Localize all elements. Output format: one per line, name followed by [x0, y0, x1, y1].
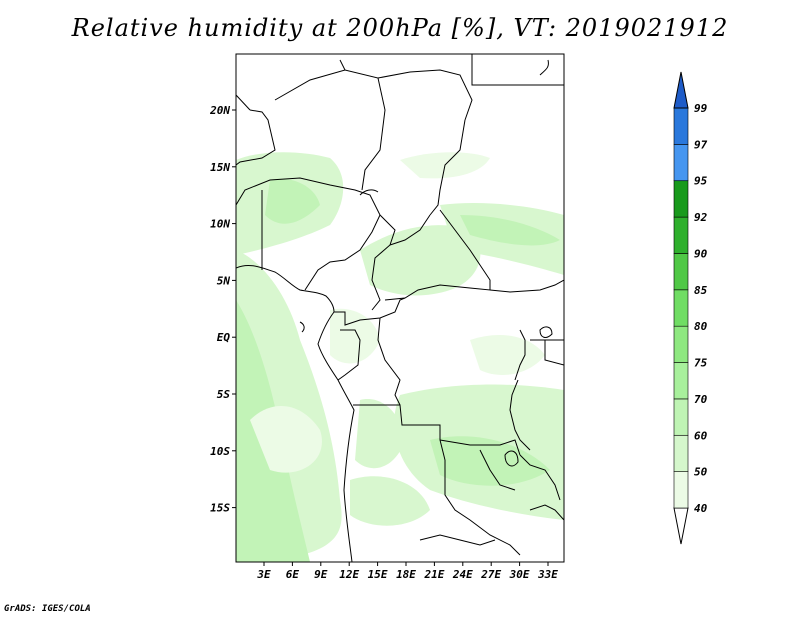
grads-credit: GrADS: IGES/COLA [4, 604, 91, 614]
colorbar-label: 50 [694, 466, 708, 479]
colorbar-label: 80 [694, 320, 708, 333]
colorbar-label: 60 [694, 429, 708, 442]
colorbar-band [673, 289, 689, 327]
colorbar-band [673, 144, 689, 182]
colorbar-band [673, 434, 689, 472]
colorbar-band [673, 325, 689, 363]
colorbar-label: 90 [694, 247, 708, 260]
lon-label: 21E [423, 568, 444, 581]
country-borders [236, 54, 564, 562]
colorbar-low-arrow [673, 507, 689, 545]
map-frame [235, 53, 565, 563]
longitude-axis: 3E 6E 9E 12E 15E 18E 21E 24E 27E 30E 33E [256, 562, 558, 581]
lon-label: 30E [509, 568, 530, 581]
lat-label: 5S [217, 388, 231, 401]
colorbar-band [673, 216, 689, 254]
colorbar-band [673, 253, 689, 291]
lat-label: 5N [217, 274, 231, 287]
lon-label: 18E [396, 568, 416, 581]
colorbar-band [673, 180, 689, 218]
colorbar-label: 92 [694, 211, 708, 224]
lon-label: 15E [368, 568, 388, 581]
colorbar-high-arrow [673, 71, 689, 109]
colorbar-label: 70 [694, 393, 708, 406]
lon-label: 3E [256, 568, 271, 581]
colorbar-band [673, 398, 689, 436]
colorbar-label: 85 [694, 284, 708, 297]
lat-label: 10N [210, 218, 230, 231]
lat-label: 20N [209, 104, 230, 117]
colorbar-band [673, 471, 689, 509]
colorbar-label: 40 [694, 502, 708, 515]
colorbar-band [673, 107, 689, 145]
colorbar-band [673, 362, 689, 400]
colorbar-label: 97 [694, 138, 708, 151]
colorbar-label: 99 [694, 102, 708, 115]
lat-label: 15S [210, 502, 230, 515]
lon-label: 12E [339, 568, 359, 581]
lon-label: 27E [480, 568, 501, 581]
colorbar-label: 95 [694, 175, 708, 188]
lon-label: 6E [286, 568, 300, 581]
colorbar-label: 75 [694, 357, 708, 370]
lon-label: 33E [537, 568, 558, 581]
lat-label: EQ [217, 331, 231, 344]
lat-label: 15N [210, 161, 230, 174]
lat-label: 10S [210, 445, 230, 458]
lon-label: 24E [452, 568, 473, 581]
humidity-field [236, 152, 564, 562]
colorbar-legend: 40 50 60 70 75 80 85 90 92 95 97 99 [673, 71, 708, 545]
map-title: Relative humidity at 200hPa [%], VT: 201… [71, 14, 729, 42]
lon-label: 9E [314, 568, 328, 581]
latitude-axis: 20N 15N 10N 5N EQ 5S 10S 15S [209, 104, 236, 515]
